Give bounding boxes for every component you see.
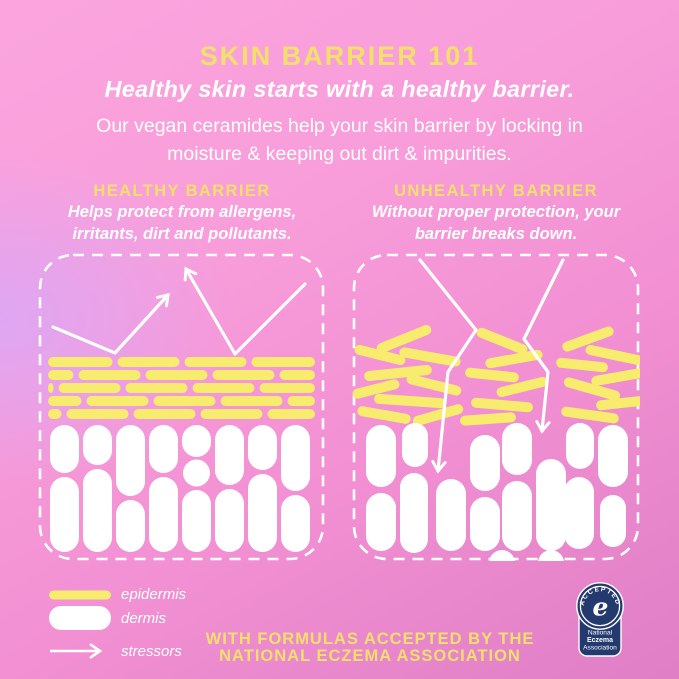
healthy-box-border xyxy=(38,253,325,561)
seal-org-line3: Association xyxy=(583,645,617,652)
legend-item-stressors: stressors xyxy=(48,642,182,660)
stressor-arrow-icon xyxy=(50,643,103,659)
page-title: SKIN BARRIER 101 xyxy=(199,41,480,71)
seal-ring xyxy=(579,585,621,627)
dermis-pill-icon xyxy=(49,606,111,630)
page-subtitle: Healthy skin starts with a healthy barri… xyxy=(104,76,575,102)
nea-accepted-seal: ACCEPTED e National Eczema Association xyxy=(576,582,624,657)
unhealthy-barrier-diagram xyxy=(352,253,640,561)
legend-label-stressors: stressors xyxy=(121,642,182,660)
legend-item-dermis: dermis xyxy=(48,605,166,631)
unhealthy-epidermis-broken xyxy=(352,325,640,426)
penetrating-stressor-arrow xyxy=(418,258,478,474)
seal-circle xyxy=(576,582,624,630)
legend-label-dermis: dermis xyxy=(121,609,167,627)
healthy-barrier-heading: HEALTHY BARRIER xyxy=(93,182,271,200)
healthy-barrier-description: Helps protect from allergens, irritants,… xyxy=(67,203,297,243)
seal-e-logo: e xyxy=(593,593,609,622)
bounced-stressor-arrow xyxy=(51,293,170,355)
seal-org-line1: National xyxy=(588,630,613,637)
unhealthy-barrier-heading: UNHEALTHY BARRIER xyxy=(394,182,598,200)
legend: epidermis dermis stressors xyxy=(48,584,228,674)
unhealthy-barrier-description: Without proper protection, your barrier … xyxy=(371,203,621,243)
healthy-dermis-cells xyxy=(50,425,310,552)
bounced-stressor-arrow xyxy=(183,266,307,356)
legend-item-epidermis: epidermis xyxy=(48,586,186,603)
epidermis-pill-icon xyxy=(49,590,111,599)
penetrating-stressor-arrows xyxy=(418,258,565,474)
intro-text: Our vegan ceramides help your skin barri… xyxy=(96,115,583,165)
unhealthy-dermis-cells xyxy=(366,423,628,561)
healthy-barrier-diagram xyxy=(38,253,325,561)
seal-org-line2: Eczema xyxy=(587,637,613,644)
penetrating-stressor-arrow xyxy=(522,258,565,434)
footer-claim-line1: WITH FORMULAS ACCEPTED BY THE xyxy=(205,630,535,648)
healthy-epidermis-layer xyxy=(48,357,315,419)
footer-claim-line2: NATIONAL ECZEMA ASSOCIATION xyxy=(219,647,521,665)
legend-label-epidermis: epidermis xyxy=(121,586,187,603)
healthy-stressor-arrows xyxy=(51,266,307,356)
